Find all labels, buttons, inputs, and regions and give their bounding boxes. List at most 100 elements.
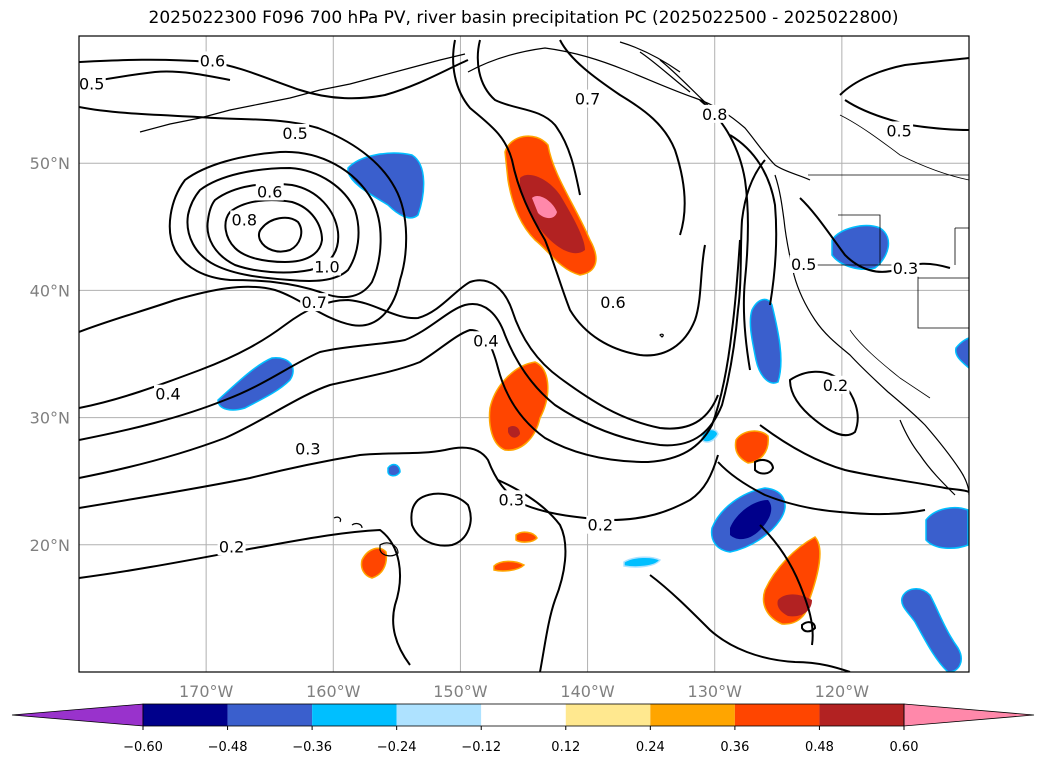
contour-label-bg (154, 384, 182, 403)
contour-label: 0.5 (79, 74, 104, 93)
contour-0.5-ring (79, 106, 408, 333)
contour-label: 0.8 (702, 105, 727, 124)
contour-0.2-se (717, 461, 926, 646)
border-canada-inner (839, 114, 969, 181)
precip-negative-small-1 (387, 463, 401, 477)
contour-label: 0.6 (257, 182, 282, 201)
contour-0.7-ring (186, 166, 360, 282)
coastline-hawaii-big (379, 542, 399, 557)
colorbar-tick-label: −0.60 (123, 740, 163, 755)
contour-0.9-ring (224, 199, 324, 264)
contour-label: 0.8 (232, 210, 257, 229)
colorbar-segment (143, 704, 228, 726)
precip-positive-southeast-core (777, 594, 812, 617)
colorbar-segment (650, 704, 735, 726)
colorbar-segment (734, 704, 820, 726)
contour-label-bg (300, 293, 329, 312)
coastline-island-mid (659, 333, 664, 338)
contour-label-bg (198, 51, 227, 70)
contour-0.8-ring (206, 182, 340, 274)
precip-positive-small-2 (493, 560, 526, 572)
contour-label-bg (573, 89, 602, 108)
coastline-baja (899, 419, 956, 496)
lat-tick-label: 40°N (30, 281, 70, 300)
contour-0.6-ring (168, 150, 382, 299)
contour-label-bg (471, 331, 500, 350)
lon-tick-label: 120°W (815, 682, 870, 701)
contour-label: 0.4 (473, 331, 498, 350)
border-state-5 (849, 329, 931, 399)
contour-label: 0.2 (823, 376, 848, 395)
contour-label-bg (281, 123, 310, 142)
colorbar-tick-label: −0.12 (461, 740, 501, 755)
colorbar-outline (142, 703, 905, 727)
contour-0.7-gulf (476, 39, 581, 196)
contour-label-bg (586, 515, 615, 534)
precip-negative-coast (749, 298, 782, 384)
contour-label-bg (789, 254, 818, 273)
contour-label: 0.3 (295, 439, 320, 458)
axis-labels: 170°W 160°W 150°W 140°W 130°W 120°W 50°N 40°N 30… (30, 154, 870, 701)
contour-0.8-gulf (559, 39, 686, 236)
contour-0.2-south (79, 528, 411, 666)
contour-label: 0.6 (200, 51, 225, 70)
contour-labels: 0.60.50.50.60.81.00.70.40.30.20.40.30.20… (79, 51, 920, 556)
contour-label: 1.0 (314, 258, 339, 277)
map-frame (78, 35, 970, 673)
border-state-2 (838, 214, 881, 265)
precip-negative-aleutian (347, 152, 425, 219)
contour-0.2-main (79, 239, 741, 479)
lat-tick-label: 50°N (30, 154, 70, 173)
colorbar-segment (481, 704, 566, 726)
lon-tick-label: 150°W (433, 682, 488, 701)
coastline-alaska-islands (619, 41, 709, 106)
contour-label-bg (255, 182, 284, 201)
contour-label: 0.5 (886, 121, 911, 140)
lon-tick-label: 170°W (179, 682, 234, 701)
political-boundaries (790, 114, 969, 399)
contour-label-bg (312, 257, 341, 276)
coastline-alaska (467, 47, 811, 181)
map-background (79, 36, 969, 672)
contour-label-bg (821, 375, 850, 394)
colorbar-segment (819, 704, 904, 726)
contour-label-bg (497, 490, 526, 509)
colorbar-segment (396, 704, 482, 726)
contour-0.2-east (759, 424, 969, 493)
lon-tick-label: 140°W (560, 682, 615, 701)
contour-label-bg (885, 121, 914, 140)
precip-positive-small-1 (515, 531, 538, 543)
contour-0.1-ring-small (754, 459, 775, 475)
colorbar-extend-high (903, 703, 1035, 727)
contour-label: 0.3 (499, 490, 524, 509)
contour-1.0-ring (257, 216, 303, 253)
coastline-pacific-nw (774, 174, 969, 496)
contour-label: 0.6 (600, 293, 625, 312)
contour-0.3-main (79, 159, 766, 447)
contour-label: 0.4 (155, 385, 180, 404)
contour-0.2-curve (497, 479, 567, 672)
contour-0.6-gulf (452, 39, 706, 357)
contour-label: 0.2 (219, 537, 244, 556)
lat-tick-label: 30°N (30, 409, 70, 428)
colorbar-tick-label: −0.24 (377, 740, 417, 755)
contour-0.2-island (410, 492, 472, 547)
contour-0.6-north (79, 58, 469, 100)
lon-tick-label: 160°W (306, 682, 361, 701)
contour-label: 0.5 (791, 255, 816, 274)
contour-label: 0.3 (893, 259, 918, 278)
colorbar: −0.60 −0.48 −0.36 −0.24 −0.12 0.12 0.24 0.36 0.4… (11, 703, 1035, 755)
precip-positive-small-3 (734, 430, 769, 464)
contour-label: 0.5 (282, 124, 307, 143)
contour-0.4-main (79, 279, 719, 430)
contour-label-bg (230, 210, 259, 229)
precip-positive-central-core (508, 426, 520, 438)
contour-label-bg (891, 258, 920, 277)
contour-label-bg (217, 537, 246, 556)
precip-negative-mexico (925, 507, 969, 550)
lat-tick-label: 20°N (30, 536, 70, 555)
colorbar-tick-label: 0.24 (636, 740, 665, 755)
coastline-aleutians (139, 53, 466, 133)
contour-label-bg (599, 293, 627, 312)
